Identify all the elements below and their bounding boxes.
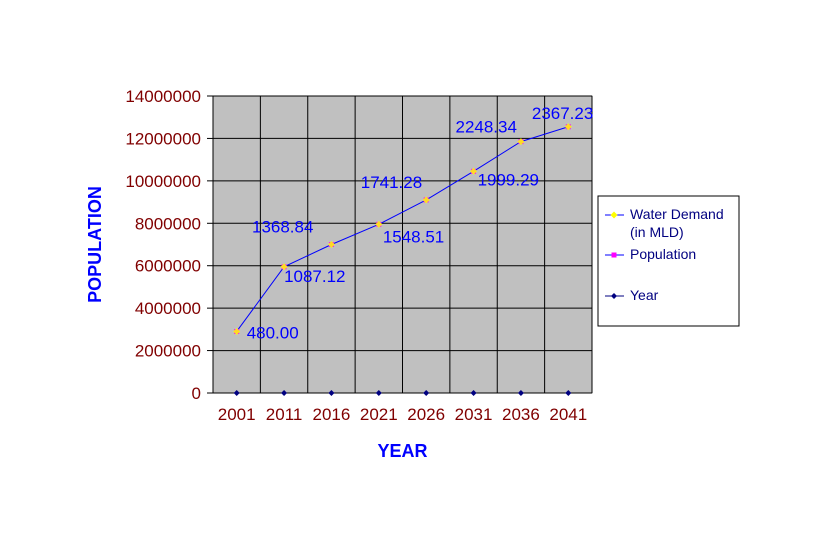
legend-label: Year [630,287,659,303]
water-demand-point [517,138,525,146]
y-tick-label: 10000000 [125,172,201,191]
year-point [328,389,335,396]
legend-box [597,195,740,327]
legend-label: Population [630,246,696,262]
y-tick-label: 8000000 [135,214,201,233]
water-demand-point [564,123,572,131]
y-tick-label: 4000000 [135,299,201,318]
year-point [565,389,572,396]
y-tick-label: 6000000 [135,257,201,276]
x-tick-label: 2031 [455,405,493,424]
legend-label: (in MLD) [630,224,684,240]
x-tick-label: 2011 [266,405,303,424]
data-label: 480.00 [247,323,299,342]
x-tick-label: 2036 [502,405,540,424]
data-label: 1741.28 [361,173,422,192]
water-demand-point [375,220,383,228]
year-point [375,389,382,396]
x-axis-title: YEAR [377,441,427,461]
water-demand-point [280,263,288,271]
water-demand-point [327,241,335,248]
data-label: 2367.23 [532,104,593,123]
y-tick-label: 2000000 [135,342,201,361]
y-axis-title: POPULATION [85,186,105,303]
x-tick-label: 2016 [313,405,351,424]
legend-marker [611,252,617,258]
legend-label: Water Demand [630,206,724,222]
x-tick-label: 2001 [218,405,256,424]
year-point [423,389,430,396]
y-tick-label: 0 [192,384,201,403]
data-label: 1368.84 [252,218,313,237]
y-tick-label: 14000000 [125,87,201,106]
x-tick-label: 2026 [407,405,445,424]
year-point [470,389,477,396]
legend-marker [610,211,618,219]
water-demand-point [233,327,241,335]
water-demand-point [422,196,430,204]
water-demand-point [470,167,478,175]
data-label: 2248.34 [455,118,516,137]
year-point [233,389,240,396]
legend-marker [611,293,617,299]
data-label: 1087.12 [284,267,345,286]
data-label: 1999.29 [478,170,539,189]
population-line [236,126,569,332]
data-label: 1548.51 [383,227,444,246]
x-tick-label: 2021 [360,405,398,424]
x-tick-label: 2041 [549,405,587,424]
year-point [517,389,524,396]
y-tick-label: 12000000 [125,129,201,148]
year-point [281,389,288,396]
